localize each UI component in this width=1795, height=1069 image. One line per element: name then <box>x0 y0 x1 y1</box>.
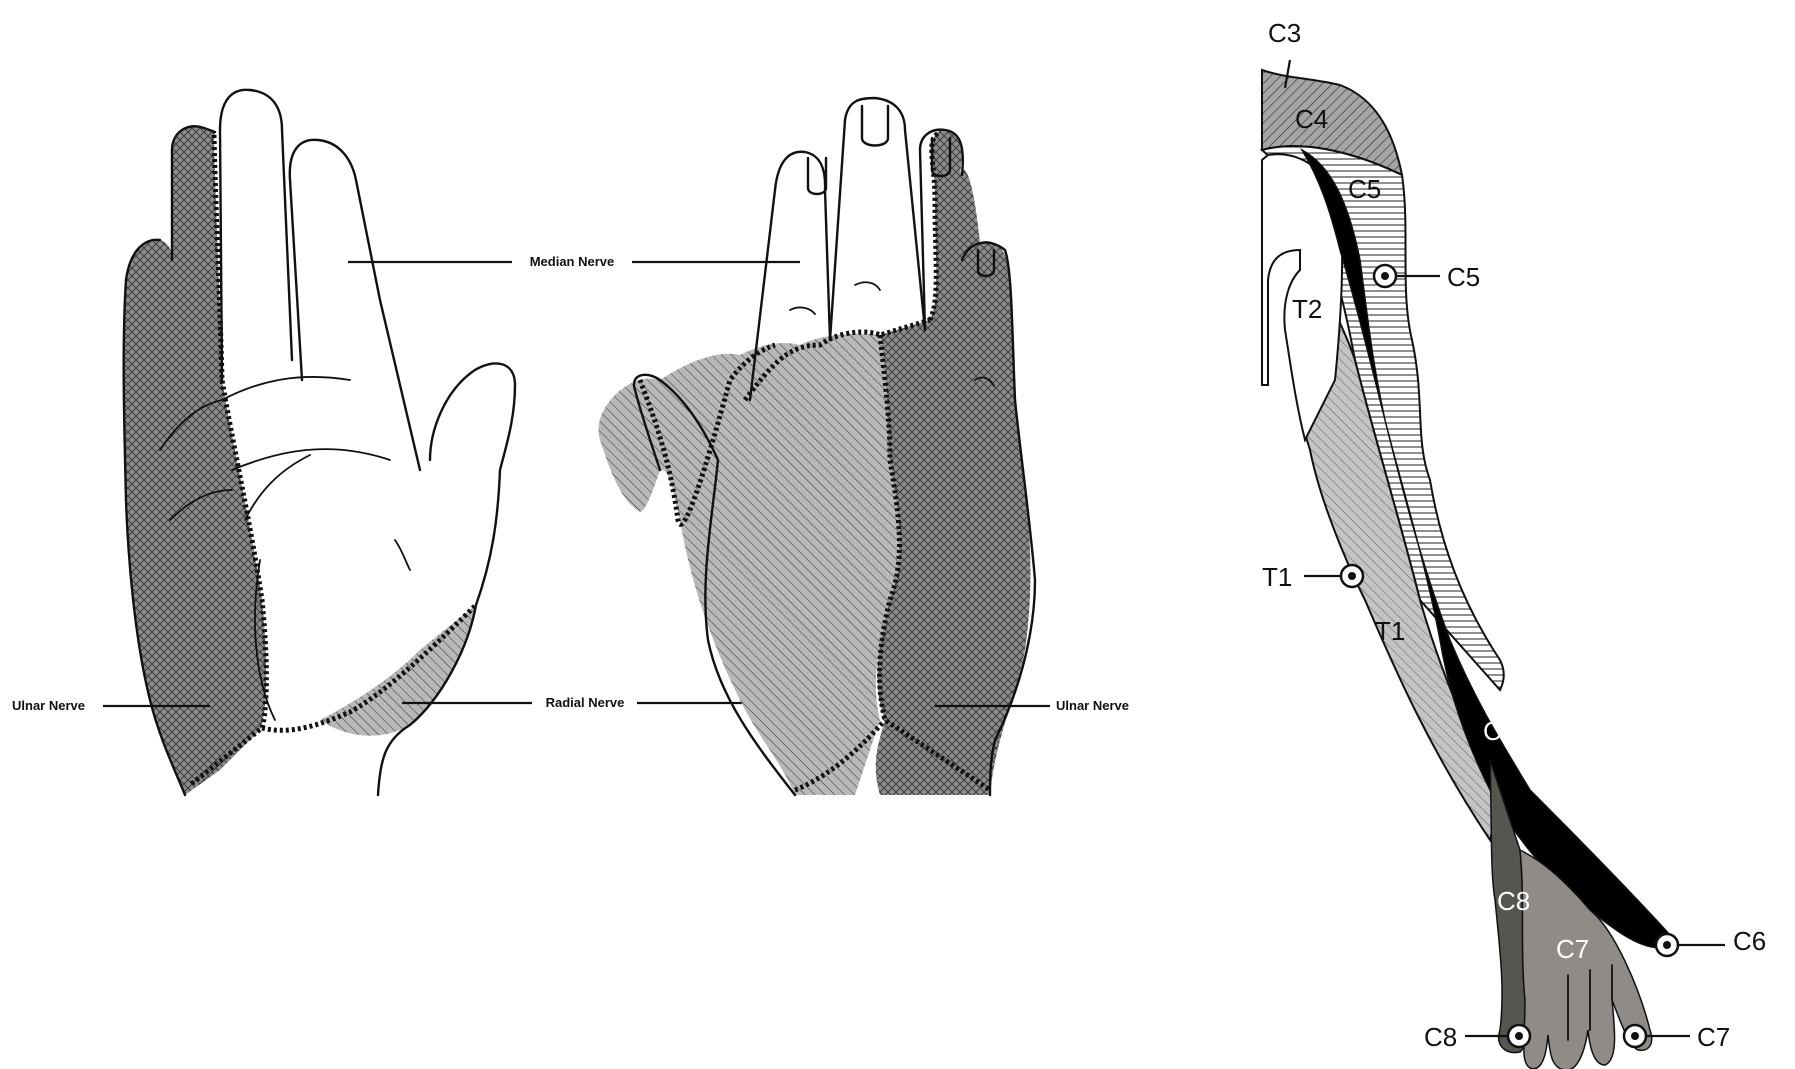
c8-marker-label: C8 <box>1424 1022 1457 1052</box>
palm-radial-region <box>320 605 476 736</box>
t1-marker-label: T1 <box>1262 562 1292 592</box>
radial-nerve-label: Radial Nerve <box>546 695 625 710</box>
dermatome-c6-region <box>1299 148 1671 949</box>
c7-region-label: C7 <box>1556 934 1589 964</box>
palm-crease-7 <box>394 539 411 571</box>
c3-region-label: C3 <box>1268 18 1301 48</box>
dorsal-hand-illustration: Ulnar Nerve <box>598 96 1129 797</box>
palm-wrist-right <box>376 603 478 797</box>
c5-marker-label: C5 <box>1447 262 1480 292</box>
palm-body-outline <box>124 498 187 797</box>
palm-ulnar-region <box>123 126 267 795</box>
c5-marker: C5 <box>1372 262 1480 292</box>
c4-region-label: C4 <box>1295 104 1328 134</box>
palm-little-finger <box>122 238 162 502</box>
dorsal-middle-finger <box>828 96 927 342</box>
dorsal-little-nail <box>976 248 996 278</box>
palm-crease-5 <box>159 399 223 451</box>
c5-region-label: C5 <box>1348 174 1381 204</box>
dorsal-wrist-boundary <box>794 718 887 793</box>
dorsal-ring-finger <box>918 128 964 332</box>
c6-region-label: C6 <box>1483 716 1516 746</box>
palm-crease-1 <box>221 376 351 401</box>
dorsal-radial-region <box>598 333 900 795</box>
t2-region-label: T2 <box>1292 294 1322 324</box>
dorsal-hand-outline <box>988 398 1037 797</box>
dorsal-knuckle-3 <box>974 376 995 387</box>
c7-marker: C7 <box>1622 1022 1730 1052</box>
dorsal-index-finger <box>748 150 832 402</box>
t1-region-label: T1 <box>1375 616 1405 646</box>
palm-ring-finger <box>170 125 217 262</box>
dorsal-midline-boundary <box>877 334 992 793</box>
dorsal-ulnar-region <box>875 130 1031 795</box>
dorsal-knuckle-1 <box>789 306 816 315</box>
palm-crease-4 <box>254 559 276 721</box>
dorsal-finger-boundary <box>743 317 931 402</box>
dorsal-index-nail <box>806 156 828 196</box>
palm-ulnar-nerve-label: Ulnar Nerve <box>12 698 85 713</box>
dorsal-ulnar-boundary <box>927 129 942 322</box>
t1-marker: T1 <box>1262 562 1365 592</box>
palm-crease-6 <box>169 489 233 521</box>
palm-thumb <box>428 362 517 607</box>
c3-leader <box>1283 59 1292 89</box>
c8-region-label: C8 <box>1497 886 1530 916</box>
dorsal-ulnar-nerve-label: Ulnar Nerve <box>1056 698 1129 713</box>
palm-ulnar-boundary <box>188 134 269 787</box>
c7-marker-label: C7 <box>1697 1022 1730 1052</box>
dermatome-arm-illustration: C3 C4 C5 T2 T1 C6 C8 C7 C5 T1 C6 <box>1259 18 1766 1069</box>
dorsal-thumb <box>632 373 720 472</box>
palm-index-finger <box>288 138 422 472</box>
palm-crease-3 <box>244 454 311 521</box>
palm-crease-2 <box>231 448 391 471</box>
palm-radial-boundary <box>261 603 478 733</box>
c6-marker: C6 <box>1654 926 1766 958</box>
c6-marker-label: C6 <box>1733 926 1766 956</box>
dorsal-middle-nail <box>860 104 890 147</box>
c8-marker: C8 <box>1424 1022 1532 1052</box>
dorsal-knuckle-2 <box>854 281 881 291</box>
dorsal-little-finger <box>960 241 1017 402</box>
dorsal-hand-left-edge <box>704 458 797 797</box>
dermatome-t1-region <box>1298 298 1502 843</box>
median-nerve-label: Median Nerve <box>530 254 615 269</box>
palm-middle-finger <box>218 88 294 382</box>
